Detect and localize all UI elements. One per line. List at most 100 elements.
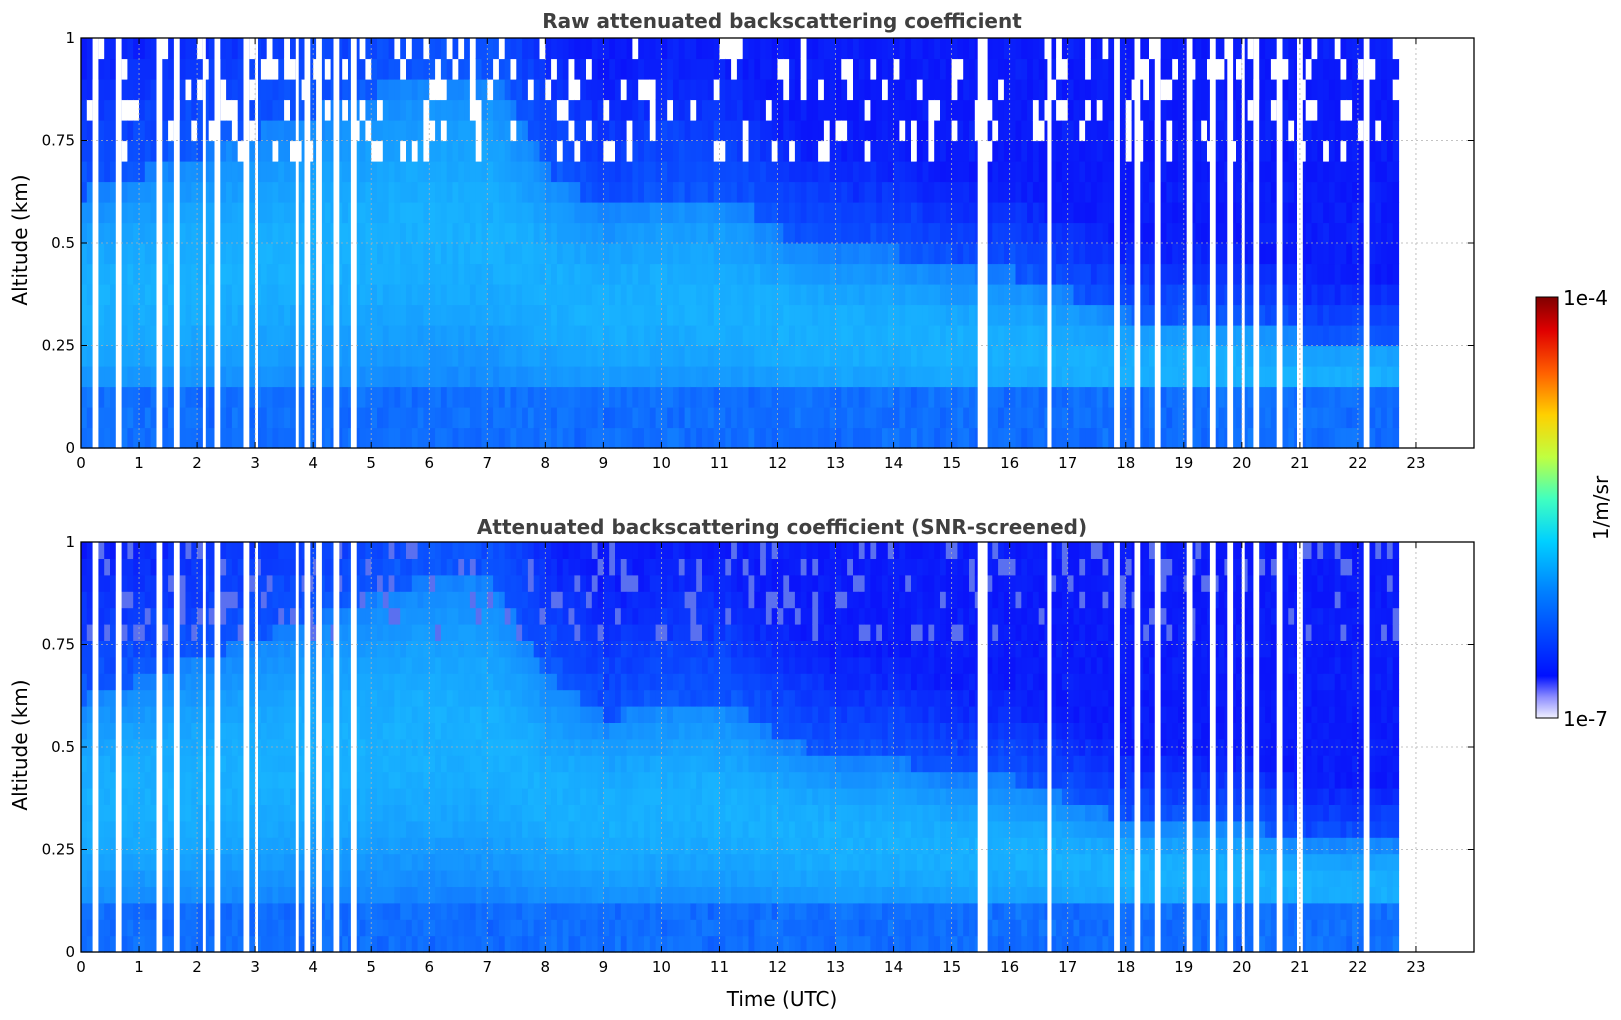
heatmap-cell (1027, 243, 1034, 265)
heatmap-cell (104, 99, 111, 121)
heatmap-cell (127, 788, 134, 805)
heatmap-cell (742, 407, 750, 429)
heatmap-cell (458, 263, 465, 285)
heatmap-cell (1032, 284, 1040, 306)
heatmap-cell (406, 284, 413, 306)
heatmap-cell (603, 58, 610, 80)
heatmap-cell (1090, 161, 1098, 183)
heatmap-cell (121, 788, 128, 805)
heatmap-cell (185, 243, 192, 265)
heatmap-cell (661, 202, 668, 224)
heatmap-cell (231, 304, 239, 326)
heatmap-cell (963, 161, 970, 183)
heatmap-cell (818, 140, 825, 162)
heatmap-cell (150, 902, 157, 920)
x-tick-label: 14 (884, 454, 903, 472)
heatmap-cell (458, 407, 465, 429)
heatmap-cell (353, 263, 361, 285)
heatmap-cell (1305, 325, 1313, 347)
heatmap-cell (191, 99, 198, 121)
heatmap-cell (400, 181, 407, 203)
heatmap-cell (1357, 222, 1365, 244)
heatmap-cell (963, 386, 970, 408)
heatmap-cell (533, 407, 541, 429)
heatmap-cell (905, 263, 912, 285)
heatmap-cell (1102, 58, 1109, 80)
heatmap-cell (475, 222, 483, 244)
heatmap-cell (86, 542, 94, 559)
heatmap-cell (690, 202, 697, 224)
heatmap-cell (736, 99, 744, 121)
heatmap-cell (139, 304, 146, 326)
heatmap-cell (667, 386, 674, 408)
heatmap-cell (1073, 222, 1080, 244)
heatmap-cell (1212, 222, 1220, 244)
heatmap-cell (1178, 284, 1185, 306)
heatmap-cell (110, 886, 117, 904)
heatmap-cell (516, 181, 523, 203)
heatmap-cell (353, 284, 361, 306)
heatmap-cell (742, 140, 750, 162)
heatmap-cell (661, 140, 668, 162)
heatmap-cell (789, 427, 796, 449)
heatmap-cell (86, 624, 94, 641)
heatmap-cell (290, 120, 297, 142)
heatmap-cell (1392, 263, 1400, 285)
heatmap-cell (382, 181, 390, 203)
heatmap-cell (905, 243, 912, 265)
heatmap-cell (1189, 243, 1196, 265)
heatmap-cell (789, 345, 796, 367)
heatmap-cell (870, 79, 877, 101)
heatmap-cell (864, 304, 871, 326)
heatmap-cell (406, 263, 413, 285)
heatmap-cell (98, 304, 105, 326)
heatmap-cell (1236, 58, 1243, 80)
heatmap-cell (458, 366, 465, 388)
heatmap-cell (487, 79, 494, 101)
heatmap-cell (255, 222, 262, 244)
heatmap-cell (1305, 99, 1313, 121)
heatmap-cell (1311, 161, 1318, 183)
heatmap-cell (765, 181, 773, 203)
raw-backscatter-heatmap (81, 38, 1400, 449)
heatmap-cell (1085, 38, 1092, 60)
heatmap-cell (853, 304, 860, 326)
heatmap-cell (887, 345, 895, 367)
heatmap-cell (736, 38, 744, 60)
heatmap-cell (1386, 38, 1394, 60)
heatmap-cell (858, 407, 866, 429)
heatmap-cell (841, 79, 848, 101)
heatmap-cell (336, 325, 343, 347)
heatmap-cell (934, 99, 941, 121)
heatmap-cell (231, 202, 239, 224)
heatmap-cell (133, 771, 140, 789)
heatmap-cell (487, 58, 494, 80)
heatmap-cell (104, 673, 111, 691)
heatmap-cell (272, 202, 279, 224)
heatmap-cell (893, 58, 900, 80)
heatmap-cell (632, 263, 639, 285)
heatmap-cell (359, 79, 366, 101)
heatmap-cell (887, 79, 895, 101)
heatmap-cell (754, 345, 761, 367)
heatmap-cell (1061, 284, 1069, 306)
heatmap-cell (638, 345, 645, 367)
heatmap-cell (1212, 79, 1220, 101)
heatmap-cell (1386, 99, 1394, 121)
heatmap-cell (527, 38, 535, 60)
heatmap-cell (1311, 38, 1318, 60)
heatmap-cell (1143, 304, 1150, 326)
heatmap-cell (377, 79, 384, 101)
heatmap-cell (255, 99, 262, 121)
heatmap-cell (1265, 427, 1272, 449)
heatmap-cell (992, 222, 999, 244)
heatmap-cell (464, 120, 471, 142)
heatmap-cell (783, 407, 790, 429)
heatmap-cell (237, 222, 245, 244)
heatmap-cell (260, 38, 268, 60)
heatmap-cell (1218, 263, 1225, 285)
heatmap-cell (870, 99, 877, 121)
heatmap-cell (133, 542, 140, 559)
heatmap-cell (771, 202, 779, 224)
heatmap-cell (464, 304, 471, 326)
